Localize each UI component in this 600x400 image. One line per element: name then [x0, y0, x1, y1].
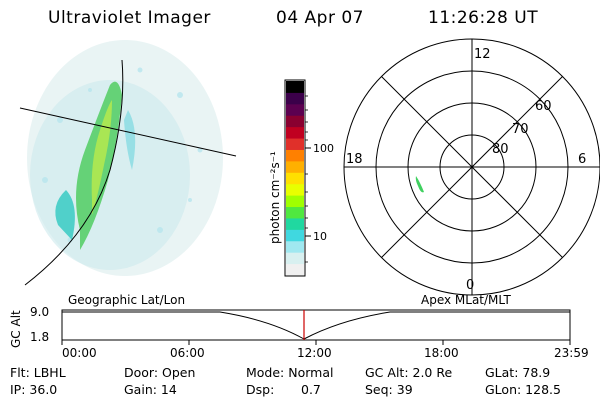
colorbar-segment [286, 81, 304, 93]
colorbar-segment [286, 92, 304, 105]
colorbar-segment [286, 160, 304, 173]
seq-info: Seq: 39 [365, 382, 413, 397]
colorbar-segment [286, 217, 304, 230]
gc-alt-axis-label: GC Alt [9, 310, 23, 348]
colorbar-unit-label: photon cm⁻²s⁻¹ [268, 151, 282, 244]
image-time: 11:26:28 UT [428, 8, 539, 28]
time-tick-2359: 23:59 [554, 346, 589, 360]
image-date: 04 Apr 07 [276, 8, 364, 28]
timeline-frame [61, 309, 571, 341]
gain-info: Gain: 14 [124, 382, 177, 397]
polar-plot [343, 38, 600, 296]
time-tick-1200: 12:00 [297, 346, 332, 360]
mlt-label-0: 0 [466, 278, 474, 293]
time-tick-0000: 00:00 [62, 346, 97, 360]
filter-info: Flt: LBHL [10, 365, 66, 380]
time-tick-0600: 06:00 [170, 346, 205, 360]
colorbar-segment [286, 138, 304, 150]
dsp-label: Dsp: [246, 382, 275, 397]
geographic-latlon-label: Geographic Lat/Lon [68, 293, 186, 307]
ip-info: IP: 36.0 [10, 382, 58, 397]
colorbar-segment [286, 126, 304, 139]
colorbar-segment [286, 195, 304, 208]
mlt-label-18: 18 [346, 152, 363, 167]
colorbar-segment [286, 240, 304, 253]
lat-label-70: 70 [512, 122, 529, 137]
colorbar-segment [286, 149, 304, 162]
colorbar-frame [284, 79, 306, 277]
altitude-timeline [61, 309, 571, 345]
altitude-curve [62, 311, 570, 340]
time-tick-1800: 18:00 [424, 346, 459, 360]
colorbar-tick-10: 10 [313, 230, 327, 243]
lat-label-60: 60 [535, 99, 552, 114]
gc-alt-top-value: 9.0 [30, 305, 50, 319]
geographic-image-panel [19, 40, 237, 286]
colorbar [284, 79, 311, 277]
door-info: Door: Open [124, 365, 196, 380]
lat-label-80: 80 [492, 142, 509, 157]
mlt-label-12-over: 12 [474, 47, 491, 62]
apex-mlat-mlt-label: Apex MLat/MLT [421, 293, 511, 307]
colorbar-segment [286, 263, 304, 276]
colorbar-segment [286, 252, 304, 265]
mlt-label-6: 6 [578, 152, 586, 167]
colorbar-tick-100: 100 [313, 142, 334, 155]
colorbar-segment [286, 115, 304, 128]
glat-info: GLat: 78.9 [485, 365, 551, 380]
dsp-value: 0.7 [301, 382, 321, 397]
colorbar-segment [286, 229, 304, 242]
mode-info: Mode: Normal [246, 365, 334, 380]
glon-info: GLon: 128.5 [485, 382, 561, 397]
colorbar-segment [286, 103, 304, 116]
auroral-spot [415, 176, 424, 193]
gc-alt-bottom-value: 1.8 [30, 330, 50, 344]
image-title: Ultraviolet Imager [48, 8, 211, 28]
colorbar-segment [286, 183, 304, 196]
gc-alt-info: GC Alt: 2.0 Re [365, 365, 453, 380]
colorbar-segment [286, 172, 304, 185]
colorbar-segment [286, 206, 304, 219]
